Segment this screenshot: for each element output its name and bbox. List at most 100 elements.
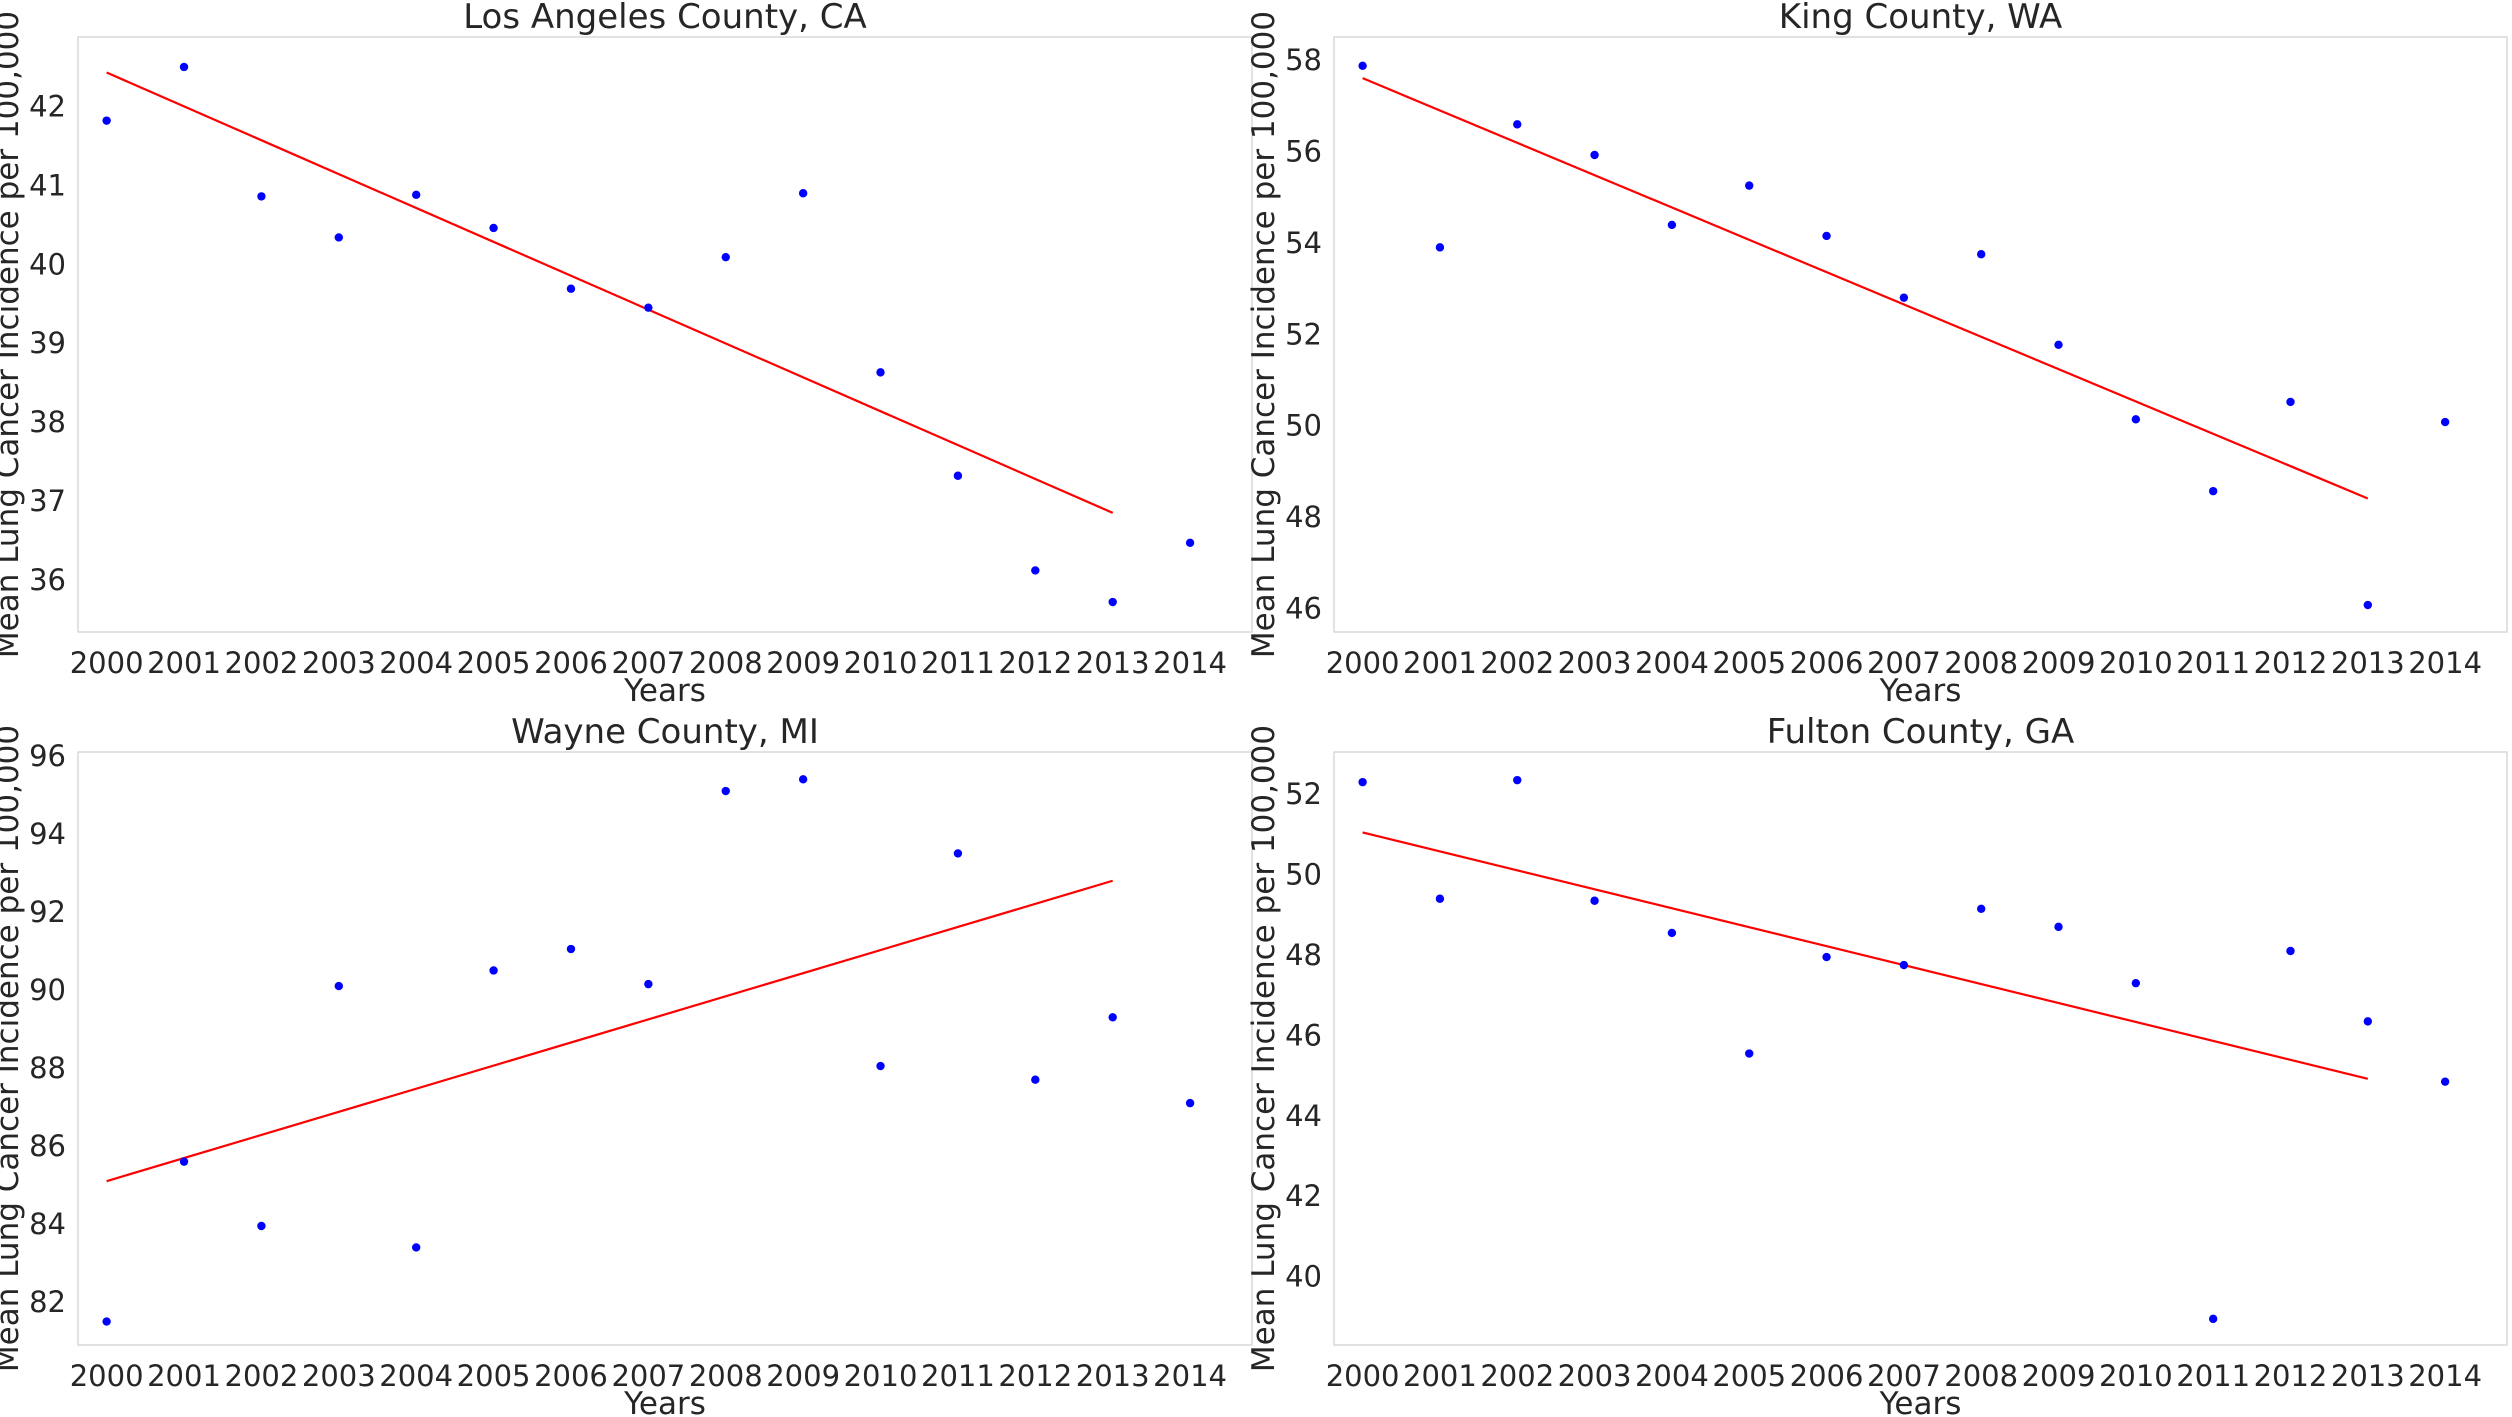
y-tick-label: 36 <box>29 563 66 597</box>
data-point <box>2440 1077 2450 1086</box>
data-point <box>2208 1314 2218 1324</box>
y-tick-label: 41 <box>29 168 66 202</box>
y-axis-label: Mean Lung Cancer Incidence per 100,000 <box>0 725 26 1372</box>
data-point <box>566 284 576 293</box>
x-tick-label: 2008 <box>689 646 763 680</box>
x-tick-label: 2014 <box>2408 646 2482 680</box>
x-tick-label: 2001 <box>147 1359 221 1393</box>
x-tick-label: 2001 <box>1403 646 1477 680</box>
x-tick-label: 2013 <box>1076 1359 1150 1393</box>
y-tick-label: 52 <box>1285 777 1322 811</box>
data-point <box>1899 960 1909 970</box>
y-tick-label: 54 <box>1285 226 1322 260</box>
trend-line <box>1362 77 2369 500</box>
y-tick-label: 40 <box>29 247 66 281</box>
x-tick-label: 2014 <box>1153 646 1227 680</box>
x-tick-label: 2014 <box>1153 1359 1227 1393</box>
x-tick-label: 2004 <box>379 646 453 680</box>
x-tick-label: 2003 <box>302 1359 376 1393</box>
y-tick-label: 38 <box>29 405 66 439</box>
y-tick-label: 48 <box>1285 938 1322 972</box>
data-point <box>2286 397 2295 407</box>
data-point <box>179 62 189 72</box>
plot-frame <box>1333 751 2508 1346</box>
data-point <box>953 471 963 480</box>
x-tick-label: 2010 <box>844 1359 918 1393</box>
y-tick-label: 50 <box>1285 409 1322 443</box>
y-tick-label: 39 <box>29 326 66 360</box>
data-point <box>2131 415 2141 424</box>
x-tick-label: 2011 <box>921 646 995 680</box>
data-point <box>1435 243 1445 252</box>
data-point <box>1513 120 1522 129</box>
y-tick-label: 84 <box>29 1207 66 1241</box>
data-point <box>1976 250 1986 259</box>
x-tick-label: 2006 <box>534 1359 608 1393</box>
data-point <box>644 979 653 989</box>
x-tick-label: 2005 <box>457 1359 531 1393</box>
trend-line <box>106 71 1114 514</box>
x-tick-label: 2000 <box>70 1359 144 1393</box>
y-tick-label: 46 <box>1285 592 1322 626</box>
data-point <box>2363 600 2373 610</box>
y-tick-label: 96 <box>29 739 66 773</box>
data-point <box>1108 1013 1117 1022</box>
x-tick-label: 2002 <box>225 1359 299 1393</box>
data-point <box>876 1061 885 1071</box>
y-axis-label: Mean Lung Cancer Incidence per 100,000 <box>0 11 26 658</box>
data-point <box>2440 417 2450 427</box>
data-point <box>2054 922 2063 932</box>
data-point <box>1822 231 1831 241</box>
x-tick-label: 2009 <box>766 1359 840 1393</box>
x-axis-label: Years <box>623 673 706 709</box>
y-tick-label: 82 <box>29 1285 66 1319</box>
x-tick-label: 2010 <box>844 646 918 680</box>
data-point <box>1976 904 1986 913</box>
x-tick-label: 2011 <box>2176 1359 2250 1393</box>
y-tick-label: 56 <box>1285 134 1322 168</box>
x-tick-label: 2012 <box>998 646 1072 680</box>
x-tick-label: 2002 <box>1480 1359 1554 1393</box>
x-tick-label: 2012 <box>998 1359 1072 1393</box>
x-axis-label: Years <box>1879 673 1962 709</box>
data-point <box>1745 181 1754 190</box>
x-tick-label: 2013 <box>1076 646 1150 680</box>
data-point <box>1031 1075 1040 1084</box>
x-tick-label: 2006 <box>1790 1359 1864 1393</box>
x-tick-label: 2003 <box>1558 1359 1632 1393</box>
data-point <box>2054 340 2063 349</box>
data-point <box>2286 946 2295 956</box>
x-tick-label: 2009 <box>2022 1359 2096 1393</box>
y-tick-label: 50 <box>1285 858 1322 892</box>
x-tick-label: 2012 <box>2254 1359 2328 1393</box>
data-point <box>721 786 730 796</box>
y-tick-label: 40 <box>1285 1260 1322 1294</box>
data-point <box>1899 293 1909 302</box>
subplot-wayne: Wayne County, MI 2000 2001 2002 2003 2004 2005… <box>0 712 1253 1417</box>
x-tick-label: 2000 <box>70 646 144 680</box>
data-point <box>334 981 344 991</box>
trend-line <box>106 879 1114 1183</box>
plot-title: Fulton County, GA <box>1767 712 2075 752</box>
x-tick-label: 2014 <box>2408 1359 2482 1393</box>
data-point <box>489 966 498 975</box>
x-tick-label: 2008 <box>1944 646 2018 680</box>
data-point <box>798 189 808 198</box>
plot-title: King County, WA <box>1779 0 2062 37</box>
trend-line <box>1362 831 2369 1080</box>
data-point <box>257 192 266 201</box>
y-tick-label: 92 <box>29 895 66 929</box>
y-tick-label: 44 <box>1285 1099 1322 1133</box>
data-point <box>1667 928 1677 938</box>
data-point <box>1590 896 1599 905</box>
data-point <box>102 1317 111 1326</box>
y-axis-label: Mean Lung Cancer Incidence per 100,000 <box>1246 725 1282 1372</box>
x-tick-label: 2001 <box>147 646 221 680</box>
x-tick-label: 2010 <box>2099 1359 2173 1393</box>
data-point <box>411 190 421 200</box>
data-point <box>1590 150 1599 160</box>
y-tick-label: 37 <box>29 484 66 518</box>
y-tick-label: 42 <box>1285 1179 1322 1213</box>
data-point <box>2131 978 2141 988</box>
